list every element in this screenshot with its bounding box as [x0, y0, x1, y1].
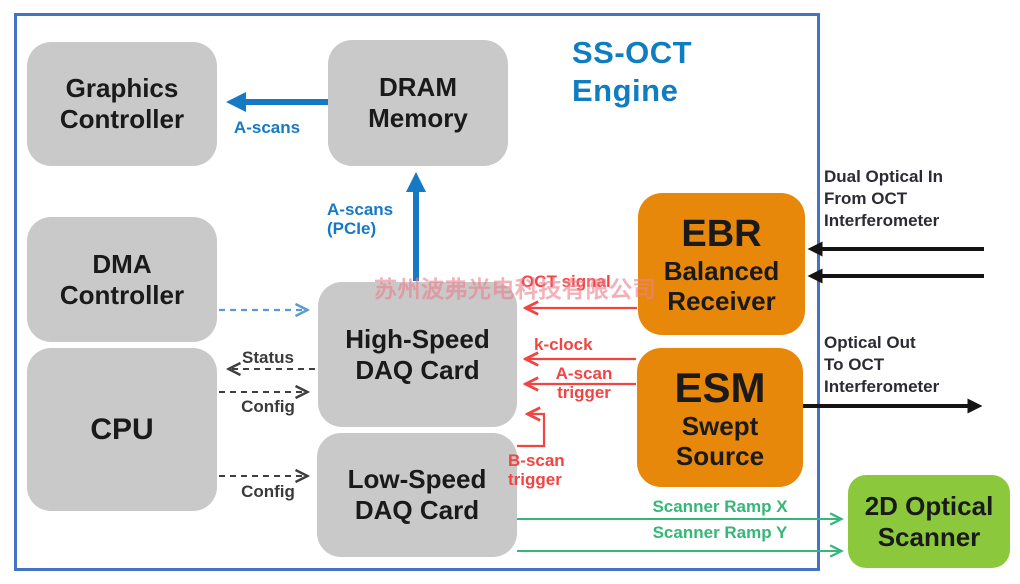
- diagram-title-line1: SS-OCT: [572, 35, 693, 70]
- diagram-title-line2: Engine: [572, 73, 679, 108]
- label-config-lsdaq: Config: [241, 482, 295, 501]
- block-cpu: CPU: [27, 348, 217, 511]
- label-oct-signal: OCT signal: [521, 272, 611, 291]
- label-b-scan-trigger: B-scan trigger: [508, 451, 596, 489]
- block-label: DRAM: [379, 72, 457, 102]
- label-dual-optical-in-line3: Interferometer: [824, 211, 940, 230]
- block-2d-optical-scanner: 2D Optical Scanner: [848, 475, 1010, 568]
- block-dma-controller: DMA Controller: [27, 217, 217, 342]
- label-a-scans-pcie: A-scans (PCIe): [327, 200, 417, 238]
- block-label: High-Speed: [345, 323, 490, 354]
- block-label: Low-Speed: [347, 464, 487, 494]
- label-optical-out-line3: Interferometer: [824, 377, 940, 396]
- block-label: DAQ Card: [354, 495, 480, 525]
- label-a-scans: A-scans: [233, 118, 301, 137]
- engine-boundary-box: [14, 13, 820, 571]
- label-scanner-ramp-x: Scanner Ramp X: [652, 497, 788, 516]
- block-label: Balanced: [663, 256, 780, 286]
- block-esm-swept-source: ESM Swept Source: [637, 348, 803, 487]
- label-a-scan-trigger-line1: A-scan: [555, 364, 613, 383]
- label-k-clock: k-clock: [534, 335, 593, 354]
- block-ebr-balanced-receiver: EBR Balanced Receiver: [638, 193, 805, 335]
- label-status: Status: [242, 348, 294, 367]
- block-label: DMA: [92, 248, 152, 279]
- block-label: Memory: [368, 103, 468, 133]
- label-dual-optical-in: Dual Optical In From OCT Interferometer: [824, 166, 1004, 232]
- label-a-scan-trigger-line2: trigger: [557, 383, 611, 402]
- block-label: Receiver: [667, 286, 776, 316]
- label-a-scans-pcie-line1: A-scans: [327, 200, 394, 219]
- block-label: Swept: [681, 410, 759, 441]
- label-b-scan-trigger-line1: B-scan: [508, 451, 565, 470]
- label-config-hsdaq: Config: [241, 397, 295, 416]
- block-label: CPU: [90, 413, 154, 446]
- block-high-speed-daq-card: High-Speed DAQ Card: [318, 282, 517, 427]
- block-label: Graphics: [65, 73, 179, 103]
- block-graphics-controller: Graphics Controller: [27, 42, 217, 166]
- label-a-scans-pcie-line2: (PCIe): [327, 219, 377, 238]
- block-abbr: EBR: [681, 213, 762, 255]
- block-label: DAQ Card: [355, 354, 480, 385]
- label-optical-out: Optical Out To OCT Interferometer: [824, 332, 1004, 398]
- label-a-scan-trigger: A-scan trigger: [540, 364, 628, 402]
- label-dual-optical-in-line1: Dual Optical In: [824, 167, 944, 186]
- block-label: Scanner: [877, 521, 981, 552]
- block-label: Controller: [59, 104, 185, 134]
- block-label: Source: [675, 440, 765, 471]
- diagram-title: SS-OCT Engine: [572, 34, 692, 110]
- block-low-speed-daq-card: Low-Speed DAQ Card: [317, 433, 517, 557]
- block-abbr: ESM: [674, 363, 766, 411]
- label-scanner-ramp-y: Scanner Ramp Y: [652, 523, 788, 542]
- block-dram-memory: DRAM Memory: [328, 40, 508, 166]
- label-optical-out-line1: Optical Out: [824, 333, 916, 352]
- label-optical-out-line2: To OCT: [824, 355, 885, 374]
- label-b-scan-trigger-line2: trigger: [508, 470, 562, 489]
- block-label: 2D Optical: [864, 490, 994, 521]
- block-label: Controller: [59, 279, 185, 310]
- watermark-text: 苏州波弗光电科技有限公司: [374, 276, 656, 302]
- label-dual-optical-in-line2: From OCT: [824, 189, 908, 208]
